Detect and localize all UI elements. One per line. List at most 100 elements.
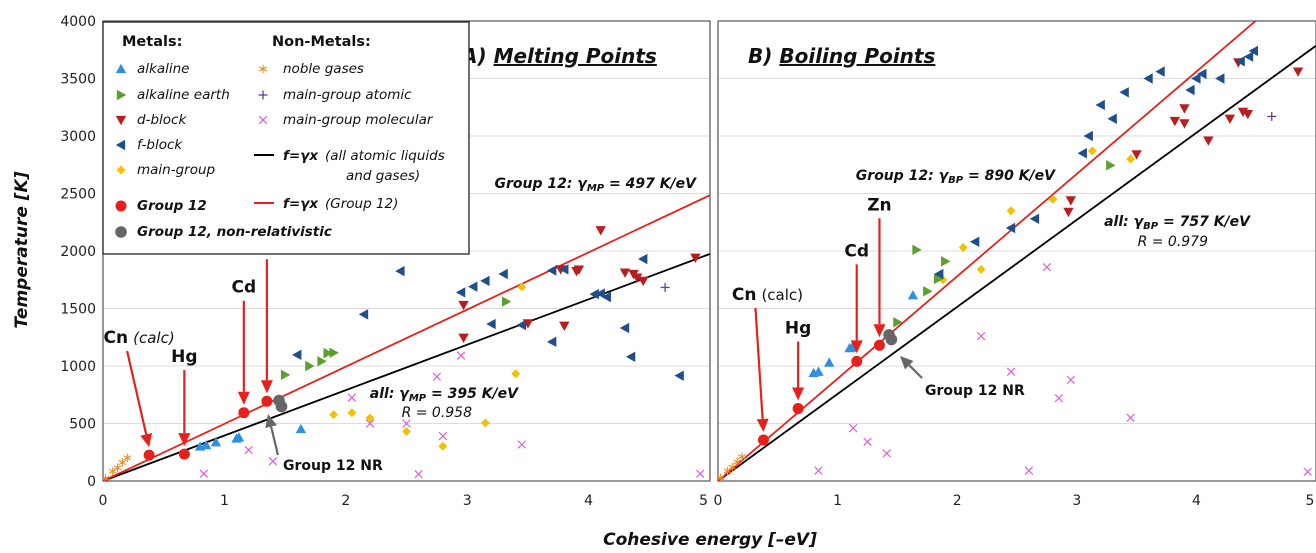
legend-marker-group12 [115,200,127,212]
f-block-point [969,236,980,247]
noble-point [723,466,732,476]
mg-molecular-point [696,469,705,478]
f-block-point [589,288,599,300]
mg-molecular-point [848,423,858,433]
legend-metals-title: Metals: [122,34,182,50]
main-group-point [1048,194,1058,204]
main-group-point [1126,154,1136,164]
legend-marker-alkaline [115,63,127,74]
cross-stroke [1024,466,1034,475]
d-block-point [1131,150,1142,160]
f-block-point [480,275,490,287]
legend-label-d-block: d-block [137,112,187,128]
y-tick-label: 0 [87,474,96,490]
x-axis-label: Cohesive energy [–eV] [603,530,817,550]
fit-label-value: = 757 K/eV [1158,214,1251,230]
element-arrow [873,218,886,338]
main-group-point [1006,206,1016,216]
f-block-point [486,318,496,330]
legend-marker-d-block [115,115,127,126]
group12-point [178,448,190,460]
mg-molecular-point [244,445,253,455]
legend-label-mg-atomic: main-group atomic [283,87,412,103]
f-block-point [559,264,569,275]
element-arrow [260,259,273,394]
alkaline-earth-point [923,286,933,297]
fit-label-prefix: Group 12: γ [856,168,950,184]
cross-stroke [199,469,208,478]
y-tick-label: 3000 [60,129,96,145]
fit-label-group12: Group 12: γBP = 890 K/eV [856,168,1056,186]
element-symbol: Cn [104,328,129,348]
group12-point [143,449,155,461]
d-block-point [638,276,649,287]
element-symbol: Hg [171,347,197,367]
f-block-point [395,265,405,277]
cross-stroke [414,469,423,479]
d-block-point [1224,114,1236,124]
noble-point [718,473,725,481]
cross-stroke [438,431,448,441]
y-tick-label: 500 [69,417,96,433]
mg-molecular-point [1054,393,1064,403]
cross-stroke [882,449,891,458]
d-block-point [559,321,570,331]
x-tick-label: 4 [584,493,593,509]
x-tick-label: 2 [341,493,350,509]
cross-stroke [244,445,253,455]
group12-point [261,395,273,407]
panel-title-letter: B) [748,44,779,68]
element-label-hg: Hg [785,319,811,339]
fit-line-all [103,253,710,481]
alkaline-earth-point [305,360,315,372]
f-block-point [674,370,684,381]
legend-marker-mg-molecular [258,115,268,125]
f-block-point [1107,113,1117,124]
element-label-cn: Cn (calc) [732,285,803,305]
f-block-point [1248,45,1258,57]
mg-molecular-point [863,437,872,447]
element-arrow [850,264,863,354]
legend-box [102,21,470,255]
f-block-point [358,309,369,320]
mg-molecular-point [432,372,442,381]
y-tick-label: 2500 [60,187,96,203]
f-block-point [1191,73,1201,84]
panel-title: B) Boiling Points [748,44,935,68]
mg-molecular-point [1066,375,1076,385]
mg-molecular-point [1303,467,1312,477]
alkaline-point [295,423,307,434]
alkaline-point [233,432,245,442]
group12-point [757,434,769,446]
arrow-head [873,324,886,338]
element-note: (calc) [761,286,803,304]
noble-stroke [108,468,117,474]
noble-stroke [733,459,742,465]
main-group-point [329,410,339,420]
fit-label-prefix: all: γ [1104,214,1145,230]
cross-stroke [517,440,527,449]
fit-label-subscript: MP [587,183,605,194]
mg-molecular-point [414,469,423,479]
element-arrow [237,300,250,405]
d-block-point [690,253,701,263]
f-block-point [625,351,636,362]
element-symbol: Cd [844,241,869,261]
alkaline-earth-point [1106,160,1116,171]
fit-label-value: = 890 K/eV [963,168,1056,184]
element-label-cn: Cn (calc) [104,328,175,348]
alkaline-earth-point [329,347,339,358]
fit-label-subscript: BP [948,175,964,186]
cross-stroke [696,469,705,478]
plot-frame [717,20,1316,482]
main-group-point [438,441,448,451]
alkaline-earth-point [933,273,944,285]
d-block-point [595,226,606,236]
noble-point [108,467,117,476]
mg-molecular-point [365,419,375,428]
group12-nr-point [885,333,898,346]
mg-molecular-point [268,456,278,466]
panel-title-text: Melting Points [494,44,657,68]
arrow-head [140,433,153,448]
mg-molecular-point [456,351,466,360]
